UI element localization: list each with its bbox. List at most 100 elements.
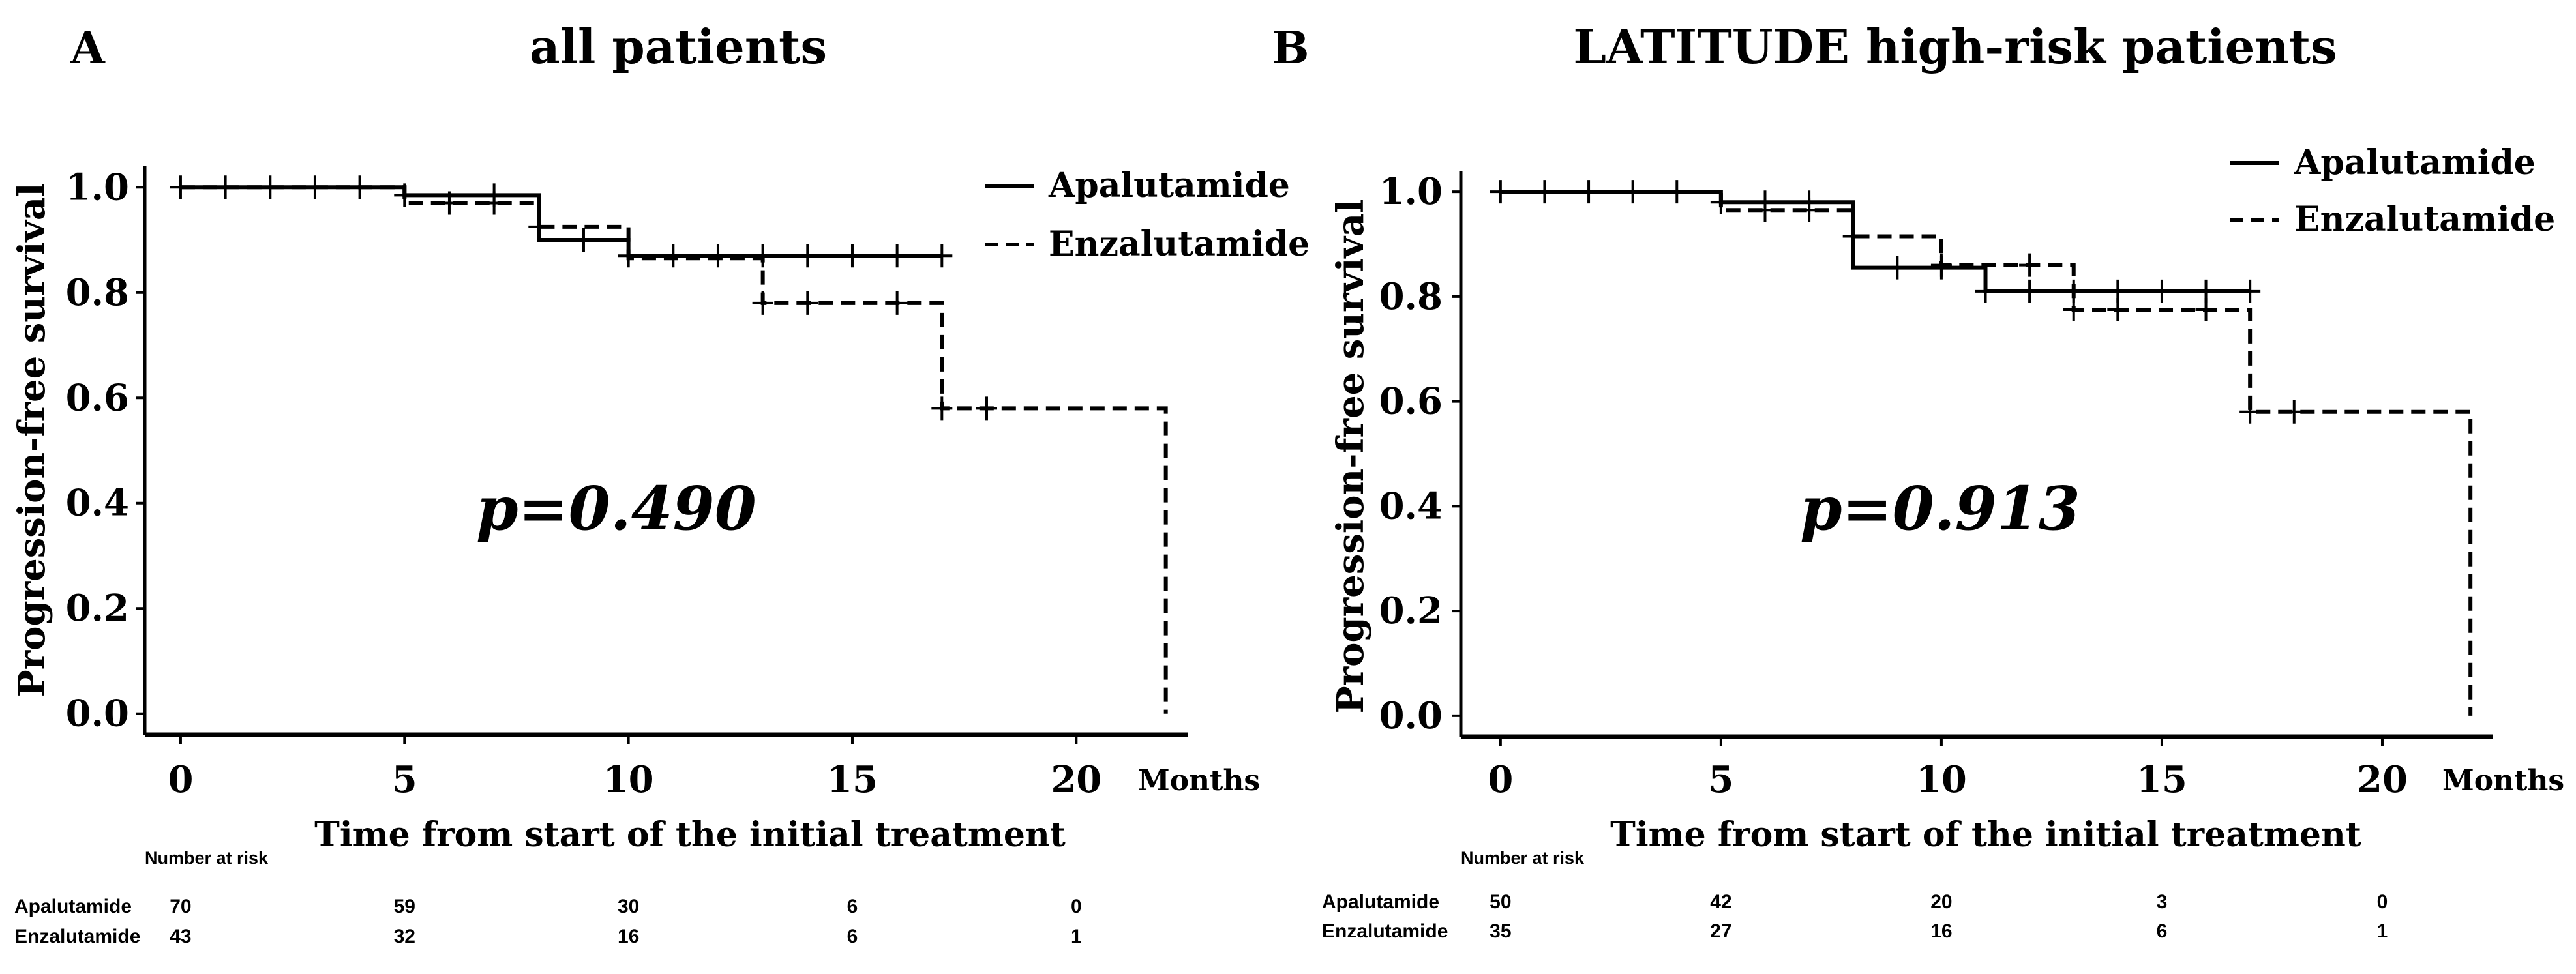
panel-a-apalutamide-censor-mark: [573, 228, 594, 252]
panel-b: B LATITUDE high-risk patients Progressio…: [1272, 19, 2564, 942]
panel-b-y-label: Progression-free survival: [1329, 199, 1372, 714]
panel-a-apalutamide-censor-mark: [797, 244, 818, 268]
panel-a-risk-row-label: Enzalutamide: [14, 926, 140, 947]
panel-b-label: B: [1272, 22, 1309, 74]
panel-b-x-tick-label: 5: [1708, 758, 1733, 801]
panel-a-risk-value: 16: [618, 926, 639, 947]
panel-b-risk-header: Number at risk: [1461, 848, 1585, 868]
panel-b-months-label: Months: [2442, 764, 2564, 797]
panel-a-x-label: Time from start of the initial treatment: [314, 815, 1066, 855]
panel-a-risk-value: 30: [618, 896, 639, 917]
panel-b-x-tick-label: 15: [2136, 758, 2187, 801]
panel-a-risk-value: 43: [170, 926, 191, 947]
panel-b-apalutamide-censor-mark: [2019, 279, 2041, 303]
panel-b-risk-value: 1: [2377, 921, 2388, 942]
panel-b-legend-label-apalutamide: Apalutamide: [2294, 143, 2536, 183]
panel-b-x-tick-label: 10: [1916, 758, 1967, 801]
panel-b-enzalutamide-censor-mark: [2239, 400, 2261, 424]
panel-a-risk-value: 59: [394, 896, 415, 917]
panel-a-apalutamide-censor-mark: [752, 244, 773, 268]
panel-a-apalutamide-censor-mark: [663, 244, 684, 268]
panel-b-x-tick-label: 20: [2357, 758, 2408, 801]
panel-b-risk-value: 20: [1930, 891, 1952, 913]
panel-a-apalutamide-censor-mark: [931, 244, 953, 268]
panel-a-enzalutamide-censor-mark: [976, 396, 997, 421]
panel-a-risk-value: 70: [170, 896, 191, 917]
panel-b-risk-value: 42: [1710, 891, 1731, 913]
panel-b-apalutamide-censor-mark: [1887, 256, 1908, 280]
panel-a-y-tick-label: 0.6: [66, 376, 129, 419]
panel-b-enzalutamide-censor-mark: [1754, 198, 1776, 222]
panel-a-enzalutamide-censor-mark: [528, 214, 550, 239]
panel-a-y-tick-label: 0.4: [66, 482, 129, 525]
panel-a-months-label: Months: [1138, 764, 1260, 797]
panel-a-y-label: Progression-free survival: [10, 183, 53, 698]
panel-b-risk-value: 0: [2377, 891, 2388, 913]
panel-a-apalutamide-curve: [180, 185, 942, 258]
panel-a-y-tick-label: 0.2: [66, 587, 129, 630]
panel-b-y-tick-label: 0.8: [1379, 275, 1443, 318]
panel-a-apalutamide-censor-mark: [886, 244, 908, 268]
panel-a-legend-label-enzalutamide: Enzalutamide: [1049, 224, 1310, 264]
panel-b-y-tick-label: 0.6: [1379, 380, 1443, 423]
panel-b-risk-value: 50: [1490, 891, 1511, 913]
panel-a-enzalutamide-censor-mark: [752, 291, 773, 315]
panel-a-enzalutamide-censor-mark: [931, 396, 953, 421]
panel-b-enzalutamide-censor-mark: [2283, 400, 2305, 424]
panel-a-risk-header: Number at risk: [145, 848, 269, 868]
panel-a-risk-value: 32: [394, 926, 415, 947]
panel-b-risk-value: 6: [2157, 921, 2168, 942]
panel-b-enzalutamide-censor-mark: [1799, 198, 1820, 222]
panel-b-y-tick-label: 0.2: [1379, 589, 1443, 632]
panel-b-enzalutamide-censor-mark: [2195, 297, 2217, 321]
panel-a-p-value: p=0.490: [476, 473, 756, 544]
panel-b-x-tick-label: 0: [1488, 758, 1513, 801]
panel-a-risk-value: 0: [1071, 896, 1082, 917]
panel-b-legend-label-enzalutamide: Enzalutamide: [2294, 199, 2555, 239]
panel-b-risk-row-label: Apalutamide: [1322, 891, 1439, 913]
panel-b-apalutamide-curve: [1500, 190, 2251, 293]
panel-a-apalutamide-censor-mark: [841, 244, 863, 268]
panel-a-title: all patients: [530, 19, 827, 74]
panel-b-p-value: p=0.913: [1800, 473, 2080, 544]
panel-a-label: A: [70, 22, 106, 74]
panel-b-x-label: Time from start of the initial treatment: [1610, 815, 2361, 855]
panel-a-risk-value: 6: [847, 926, 858, 947]
panel-b-y-tick-label: 0.4: [1379, 484, 1443, 527]
panel-a-risk-value: 6: [847, 896, 858, 917]
panel-b-risk-value: 27: [1710, 921, 1731, 942]
panel-a-legend-label-apalutamide: Apalutamide: [1048, 166, 1290, 205]
panel-a: A all patients Progression-free survival…: [10, 19, 1310, 947]
panel-a-x-tick-label: 5: [392, 758, 417, 801]
panel-b-risk-row-label: Enzalutamide: [1322, 921, 1448, 942]
panel-b-risk-value: 3: [2157, 891, 2168, 913]
panel-a-x-tick-label: 20: [1051, 758, 1101, 801]
panel-b-risk-value: 16: [1930, 921, 1952, 942]
panel-b-title: LATITUDE high-risk patients: [1573, 19, 2337, 74]
panel-b-enzalutamide-censor-mark: [2107, 297, 2129, 321]
panel-a-x-tick-label: 15: [827, 758, 878, 801]
panel-b-y-tick-label: 1.0: [1379, 170, 1443, 213]
panel-a-x-tick-label: 0: [168, 758, 193, 801]
panel-b-apalutamide-censor-mark: [1975, 279, 1996, 303]
panel-a-risk-value: 1: [1071, 926, 1082, 947]
panel-b-y-tick-label: 0.0: [1379, 694, 1443, 737]
panel-a-enzalutamide-censor-mark: [797, 291, 818, 315]
panel-b-risk-value: 35: [1490, 921, 1511, 942]
panel-a-enzalutamide-censor-mark: [483, 191, 505, 215]
panel-b-apalutamide-censor-mark: [2239, 279, 2261, 303]
panel-b-enzalutamide-censor-mark: [1842, 224, 1864, 248]
panel-b-enzalutamide-censor-mark: [1930, 253, 1952, 277]
panel-a-x-tick-label: 10: [603, 758, 654, 801]
panel-a-enzalutamide-censor-mark: [886, 291, 908, 315]
panel-b-plot: 0.00.20.40.60.81.00 5 10 15 20ApalutamideEnz…: [1322, 143, 2555, 942]
panel-b-enzalutamide-censor-mark: [2019, 253, 2041, 277]
panel-b-apalutamide-censor-mark: [2151, 279, 2172, 303]
panel-a-y-tick-label: 1.0: [66, 166, 129, 209]
panel-a-plot: 0.00.20.40.60.81.00 5 10 15 20ApalutamideEnz…: [14, 166, 1310, 947]
panel-a-y-tick-label: 0.8: [66, 271, 129, 314]
panel-a-y-tick-label: 0.0: [66, 692, 129, 735]
panel-a-risk-row-label: Apalutamide: [14, 896, 132, 917]
panel-a-enzalutamide-censor-mark: [438, 191, 460, 215]
